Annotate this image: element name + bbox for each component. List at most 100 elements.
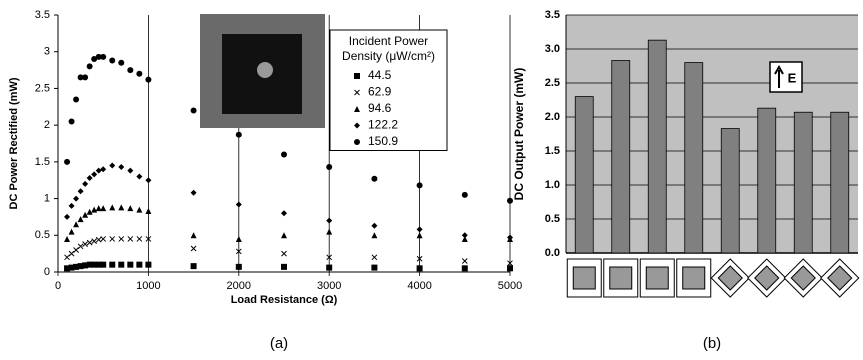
point [68, 228, 75, 235]
x-tick-label: 3000 [317, 280, 341, 292]
bar [647, 39, 667, 254]
y-tick-label: 0.0 [545, 247, 560, 259]
point [64, 254, 70, 261]
y-tick-label: 1 [44, 192, 50, 204]
point [91, 171, 98, 178]
point [281, 263, 287, 270]
x-axis-label: Load Resistance (Ω) [231, 294, 338, 306]
point [235, 248, 242, 255]
legend-title: Density (μW/cm²) [342, 49, 435, 63]
y-tick-label: 2.5 [35, 82, 50, 94]
point [136, 70, 143, 77]
point [82, 262, 89, 269]
point [326, 254, 333, 261]
point [326, 217, 333, 224]
point [95, 261, 102, 268]
point [109, 236, 116, 242]
point [100, 261, 107, 268]
icon-patch [827, 265, 853, 291]
legend-marker [354, 106, 360, 112]
point [281, 151, 287, 158]
point [371, 254, 378, 261]
legend-label: 62.9 [368, 85, 392, 99]
point [145, 208, 152, 215]
point [190, 263, 197, 270]
y-tick-label: 3.0 [545, 43, 560, 55]
caption: (b) [703, 335, 721, 352]
point [136, 173, 143, 180]
x-tick-label: 4000 [407, 280, 431, 292]
bar [574, 96, 594, 254]
point [77, 74, 84, 81]
bar [830, 111, 850, 254]
point [118, 261, 125, 268]
point [91, 206, 98, 213]
point [371, 222, 378, 229]
legend-label: 122.2 [368, 118, 398, 132]
y-axis-label: DC Output Power (mW) [512, 68, 526, 201]
point [86, 208, 93, 215]
y-tick-label: 1.0 [545, 179, 560, 191]
point [190, 189, 197, 196]
caption: (a) [270, 335, 288, 352]
icon-patch [645, 266, 669, 290]
point [100, 205, 107, 212]
point [91, 238, 98, 245]
point [95, 236, 102, 243]
point [86, 175, 93, 182]
point [190, 245, 197, 252]
y-axis-label: DC Power Rectified (mW) [8, 77, 20, 209]
x-tick-label: 1000 [136, 280, 160, 292]
annotation-arrow [774, 64, 784, 88]
point [461, 235, 468, 242]
point [136, 261, 143, 268]
point [64, 265, 71, 272]
point [461, 191, 468, 198]
point [371, 175, 378, 182]
bar [793, 111, 813, 254]
y-tick-label: 1.5 [35, 156, 50, 168]
y-tick-label: 1.5 [545, 145, 560, 157]
point [73, 96, 80, 103]
point [127, 67, 134, 74]
y-tick-label: 2.0 [545, 111, 560, 123]
point [416, 265, 423, 272]
point [145, 236, 152, 242]
point [64, 213, 71, 220]
point [461, 232, 468, 239]
point [86, 261, 93, 268]
point [235, 201, 242, 208]
point [507, 234, 513, 241]
legend-title: Incident Power [349, 34, 428, 48]
point [507, 260, 513, 267]
point [136, 236, 143, 242]
point [235, 235, 242, 242]
point [77, 243, 84, 250]
point [91, 261, 98, 268]
point [95, 167, 102, 174]
icon-patch [717, 265, 743, 291]
y-tick-label: 0.5 [35, 229, 50, 241]
point [73, 263, 80, 270]
point [416, 232, 423, 239]
point [77, 188, 84, 195]
point [145, 177, 152, 184]
point [73, 195, 80, 202]
point [77, 263, 84, 270]
bar [757, 107, 777, 254]
point [109, 204, 116, 211]
point [127, 205, 134, 212]
point [118, 204, 125, 211]
point [91, 56, 98, 63]
icon-patch [572, 266, 596, 290]
point [68, 202, 75, 209]
point [145, 76, 152, 83]
point [73, 221, 80, 228]
point [86, 63, 93, 70]
point [371, 232, 378, 239]
point [118, 236, 125, 242]
point [118, 163, 125, 170]
point [100, 166, 107, 173]
y-tick-label: 3.5 [545, 9, 560, 21]
